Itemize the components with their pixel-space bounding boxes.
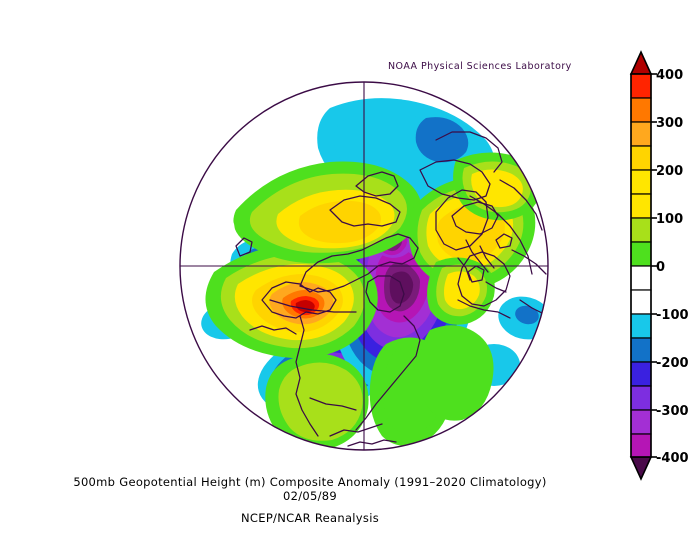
colorbar-band-neg200-neg150 bbox=[630, 361, 652, 387]
colorbar-tick-200: 200 bbox=[656, 164, 683, 179]
coastline-iceland bbox=[495, 233, 513, 249]
border-europe-4 bbox=[485, 281, 507, 293]
border-russia-east bbox=[499, 179, 543, 231]
colorbar-band-100-150 bbox=[630, 193, 652, 219]
caption-title: 500mb Geopotential Height (m) Composite … bbox=[73, 475, 547, 489]
contour-group-nw-canada-ridge bbox=[233, 161, 422, 264]
coastline-aleutians bbox=[249, 325, 297, 335]
colorbar-tick-neg300: -300 bbox=[656, 404, 689, 419]
coastline-arctic-russia bbox=[435, 131, 503, 173]
caption-date: 02/05/89 bbox=[282, 488, 338, 503]
colorbar-cap-top bbox=[629, 50, 653, 75]
colorbar: 400 300 200 100 0 -100 -200 -300 -400 bbox=[629, 50, 689, 481]
colorbar-band-300-350 bbox=[630, 97, 652, 123]
colorbar-band-200-250 bbox=[630, 145, 652, 171]
coastline-british-isles bbox=[467, 265, 485, 283]
colorbar-band-0-50 bbox=[630, 241, 652, 267]
colorbar-tick-neg400: -400 bbox=[656, 451, 689, 466]
graticule bbox=[180, 82, 548, 450]
colorbar-band-neg0-0 bbox=[630, 265, 652, 291]
coastline-gulf-coast bbox=[329, 423, 383, 437]
colorbar-band-neg250-neg200 bbox=[630, 385, 652, 411]
coastline-scandinavia bbox=[451, 201, 499, 235]
contour-group-far-left-green bbox=[181, 200, 235, 264]
colorbar-cap-bottom bbox=[629, 456, 653, 481]
colorbar-ticks bbox=[651, 73, 657, 458]
colorbar-band-neg300-neg250 bbox=[630, 409, 652, 435]
colorbar-band-250-300 bbox=[630, 121, 652, 147]
border-europe-1 bbox=[465, 239, 489, 273]
contour-group-alaska-ridge bbox=[205, 244, 378, 359]
coastline-europe bbox=[457, 251, 511, 307]
globe-outline bbox=[179, 81, 549, 451]
colorbar-band-350-400 bbox=[630, 73, 652, 99]
border-europe-2 bbox=[479, 245, 495, 269]
caption-block: 500mb Geopotential Height (m) Composite … bbox=[0, 475, 620, 526]
polar-stereographic-map bbox=[179, 81, 549, 451]
colorbar-band-150-200 bbox=[630, 169, 652, 195]
coastline-siberia-north bbox=[419, 159, 491, 201]
colorbar-panel: 400 300 200 100 0 -100 -200 -300 -400 bbox=[622, 48, 700, 483]
colorbar-band-neg150-neg100 bbox=[630, 337, 652, 363]
border-europe-3 bbox=[457, 257, 471, 281]
noaa-credit: NOAA Physical Sciences Laboratory bbox=[388, 61, 572, 72]
coastline-mediterranean bbox=[457, 299, 511, 319]
coastline-west-coast-na bbox=[295, 315, 319, 437]
colorbar-bands bbox=[630, 73, 652, 458]
colorbar-band-neg50-0 bbox=[630, 289, 652, 315]
border-central-asia bbox=[511, 249, 547, 275]
contour-group-left-rim-green bbox=[187, 346, 258, 431]
colorbar-band-neg100-neg50 bbox=[630, 313, 652, 339]
colorbar-tick-100: 100 bbox=[656, 212, 683, 227]
coastline-ellesmere bbox=[355, 171, 399, 197]
coastline-east-coast-na bbox=[355, 315, 421, 431]
colorbar-tick-300: 300 bbox=[656, 116, 683, 131]
coastline-alaska bbox=[261, 281, 337, 319]
contour-group-subtropical-band bbox=[265, 325, 494, 450]
colorbar-tick-400: 400 bbox=[656, 68, 683, 83]
coastlines bbox=[235, 131, 548, 447]
colorbar-tick-neg200: -200 bbox=[656, 356, 689, 371]
map-panel: NOAA Physical Sciences Laboratory bbox=[179, 61, 572, 451]
colorbar-tick-0: 0 bbox=[656, 260, 665, 275]
border-usa-canada bbox=[269, 299, 357, 313]
border-usa-mexico bbox=[309, 397, 357, 411]
coastline-arctic-islands bbox=[329, 195, 401, 227]
coastline-arctic-canada bbox=[299, 233, 419, 293]
colorbar-tick-neg100: -100 bbox=[656, 308, 689, 323]
colorbar-band-50-100 bbox=[630, 217, 652, 243]
coastline-greenland bbox=[435, 189, 489, 251]
coastline-ural-border bbox=[469, 195, 533, 275]
coastline-hudson-bay bbox=[365, 275, 405, 313]
caption-source: NCEP/NCAR Reanalysis bbox=[241, 511, 379, 526]
coastline-asia-south bbox=[519, 299, 545, 315]
coastline-kamchatka bbox=[235, 237, 253, 257]
colorbar-band-neg350-neg300 bbox=[630, 433, 652, 458]
coastline-caribbean bbox=[347, 439, 397, 447]
